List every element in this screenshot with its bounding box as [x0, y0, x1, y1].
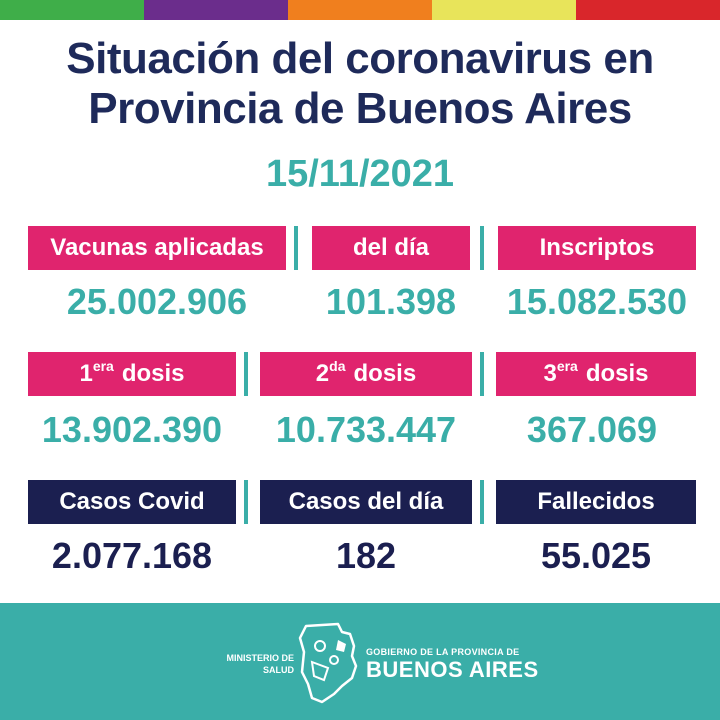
- ministry-line-2: SALUD: [263, 665, 294, 675]
- day-vaccines-label-text: del día: [352, 234, 430, 261]
- vaccines-applied-value: 25.002.906: [66, 281, 248, 322]
- page-title: Situación del coronavirus en Provincia d…: [0, 34, 720, 134]
- vaccines-applied-label: Vacunas aplicadas: [28, 226, 286, 270]
- title-line-1: Situación del coronavirus en: [66, 34, 654, 83]
- day-cases-label-text: Casos del día: [288, 488, 444, 515]
- ministry-label: MINISTERIO DE SALUD: [212, 652, 294, 676]
- day-cases-label: Casos del día: [260, 480, 472, 524]
- color-stripe-bar: [0, 0, 720, 20]
- day-vaccines-label: del día: [312, 226, 470, 270]
- first-dose-value: 13.902.390: [41, 409, 223, 450]
- day-cases-value: 182: [335, 535, 397, 576]
- third-dose-number: 3: [543, 360, 557, 387]
- deaths-value: 55.025: [540, 535, 652, 576]
- third-dose-label: 3 era dosis: [496, 352, 696, 396]
- registered-value: 15.082.530: [506, 281, 688, 322]
- government-line-2: BUENOS AIRES: [366, 657, 539, 682]
- covid-cases-value: 2.077.168: [51, 535, 213, 576]
- deaths-label: Fallecidos: [496, 480, 696, 524]
- report-date: 15/11/2021: [265, 153, 455, 195]
- footer-band: [0, 603, 720, 720]
- ministry-line-1: MINISTERIO DE: [226, 653, 294, 663]
- second-dose-label: 2 da dosis: [260, 352, 472, 396]
- stripe-orange: [288, 0, 432, 20]
- first-dose-word: dosis: [121, 360, 185, 387]
- stripe-red: [576, 0, 720, 20]
- first-dose-number: 1: [79, 360, 93, 387]
- stripe-green: [0, 0, 144, 20]
- second-dose-number: 2: [315, 360, 330, 387]
- vaccines-applied-label-text: Vacunas aplicadas: [50, 234, 264, 261]
- second-dose-value: 10.733.447: [275, 409, 457, 450]
- separator: [480, 226, 484, 270]
- day-vaccines-value: 101.398: [325, 281, 457, 322]
- separator: [244, 480, 248, 524]
- separator: [294, 226, 298, 270]
- government-line-1: GOBIERNO DE LA PROVINCIA DE: [366, 647, 520, 657]
- covid-cases-label-text: Casos Covid: [59, 488, 205, 515]
- third-dose-word: dosis: [585, 360, 649, 387]
- third-dose-superscript: era: [556, 358, 578, 374]
- separator: [244, 352, 248, 396]
- registered-label-text: Inscriptos: [539, 234, 655, 261]
- stripe-yellow: [432, 0, 576, 20]
- separator: [480, 352, 484, 396]
- first-dose-label: 1 era dosis: [28, 352, 236, 396]
- covid-cases-label: Casos Covid: [28, 480, 236, 524]
- registered-label: Inscriptos: [498, 226, 696, 270]
- title-line-2: Provincia de Buenos Aires: [88, 84, 632, 133]
- government-logo-text: GOBIERNO DE LA PROVINCIA DE BUENOS AIRES: [366, 646, 539, 682]
- second-dose-word: dosis: [353, 360, 417, 387]
- separator: [480, 480, 484, 524]
- first-dose-superscript: era: [92, 358, 114, 374]
- deaths-label-text: Fallecidos: [537, 488, 655, 515]
- province-map-logo-icon: [298, 622, 358, 704]
- stripe-purple: [144, 0, 288, 20]
- second-dose-superscript: da: [329, 358, 346, 374]
- third-dose-value: 367.069: [526, 409, 658, 450]
